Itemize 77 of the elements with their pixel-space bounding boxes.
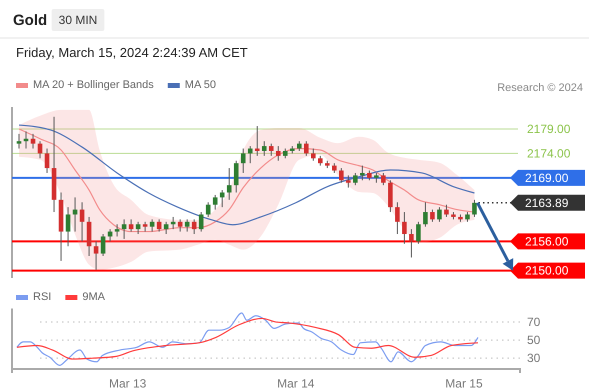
legend-label: MA 20 + Bollinger Bands xyxy=(33,79,154,91)
y-tick-label: 50 xyxy=(527,332,541,347)
candlestick xyxy=(402,212,407,244)
candlestick xyxy=(100,234,106,257)
candlestick xyxy=(240,148,246,174)
candlestick xyxy=(178,218,182,232)
y-tick-label: 30 xyxy=(527,351,541,366)
candlestick xyxy=(192,218,196,235)
candlestick xyxy=(198,212,204,232)
ref-line-label: 2163.89 xyxy=(525,196,569,210)
line-series xyxy=(16,318,479,360)
legend-label: RSI xyxy=(33,291,52,303)
y-tick-label: 70 xyxy=(527,314,541,329)
candlestick xyxy=(184,218,190,232)
chart-title: Gold xyxy=(13,12,48,29)
ref-line-label: 2169.00 xyxy=(525,170,569,185)
candlestick xyxy=(437,206,442,222)
candlestick xyxy=(268,143,274,156)
candlestick xyxy=(44,148,50,174)
candlestick xyxy=(212,194,218,210)
candlestick xyxy=(444,204,449,218)
candlestick xyxy=(108,228,112,242)
candlestick xyxy=(30,133,36,150)
candlestick xyxy=(276,146,281,162)
candlestick xyxy=(430,209,435,222)
x-tick-label: Mar 14 xyxy=(277,376,315,391)
candlestick xyxy=(381,172,386,186)
candlestick xyxy=(395,202,400,235)
candlestick xyxy=(360,165,365,181)
candlestick xyxy=(332,162,337,174)
candlestick xyxy=(164,221,168,235)
x-tick-label: Mar 13 xyxy=(108,376,147,391)
candlestick xyxy=(150,218,154,232)
candlestick xyxy=(310,148,316,162)
candlestick xyxy=(472,199,477,218)
candlestick xyxy=(38,140,42,159)
candlestick xyxy=(220,190,225,208)
ref-line-label: 2179.00 xyxy=(527,122,571,136)
candlestick xyxy=(423,202,428,228)
candlestick xyxy=(72,196,78,232)
candlestick xyxy=(206,202,210,218)
candlestick xyxy=(234,160,239,193)
candlestick xyxy=(367,170,372,181)
candlestick xyxy=(374,172,379,184)
ref-line-label: 2174.00 xyxy=(527,146,571,160)
candlestick xyxy=(318,155,323,166)
candlestick xyxy=(122,218,126,240)
candlestick xyxy=(128,218,134,232)
candlestick xyxy=(156,218,162,232)
candlestick xyxy=(114,224,120,237)
candlestick xyxy=(339,168,344,184)
candlestick xyxy=(409,228,414,258)
text: 30 MIN xyxy=(58,13,98,27)
legend-label: 9MA xyxy=(82,291,106,303)
ref-line-label: 2150.00 xyxy=(525,264,569,278)
candlestick xyxy=(16,133,22,150)
candlestick xyxy=(136,221,140,235)
candlestick xyxy=(170,216,176,230)
line-series xyxy=(16,312,479,366)
candlestick xyxy=(465,212,470,222)
candlestick xyxy=(226,168,232,200)
legend-label: MA 50 xyxy=(184,79,216,91)
candlestick xyxy=(416,221,421,244)
chart-subtitle: Friday, March 15, 2024 2:24:39 AM CET xyxy=(16,45,248,60)
candlestick xyxy=(304,140,309,156)
candlestick xyxy=(353,172,358,186)
candlestick xyxy=(262,140,267,156)
ref-line-label: 2156.00 xyxy=(525,234,569,248)
candlestick xyxy=(296,140,302,152)
candlestick xyxy=(66,206,70,247)
x-tick-label: Mar 15 xyxy=(445,376,483,391)
candlestick xyxy=(282,148,288,159)
candlestick xyxy=(94,240,98,270)
candlestick xyxy=(80,202,84,242)
candlestick xyxy=(254,126,260,156)
text: Research © 2024 xyxy=(497,82,583,94)
candlestick xyxy=(248,146,253,164)
